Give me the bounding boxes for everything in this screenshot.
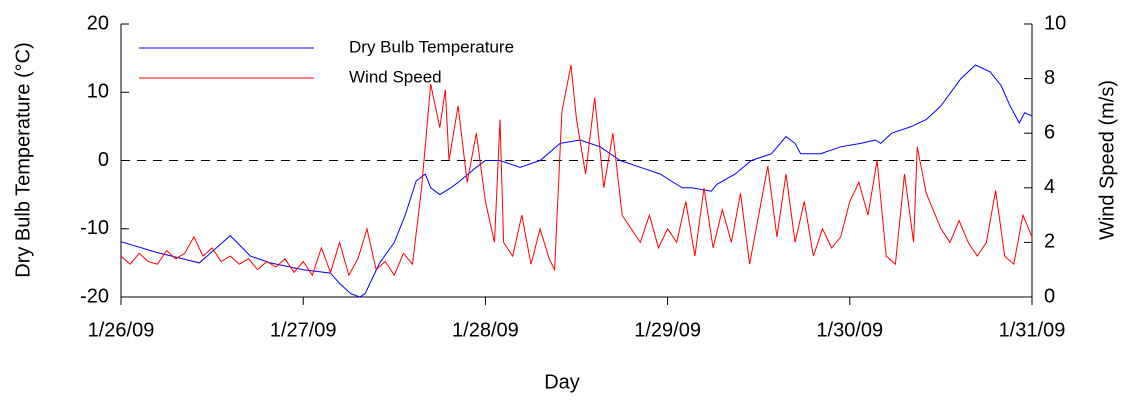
y2-tick-label: 0: [1044, 285, 1055, 307]
y2-tick-label: 2: [1044, 231, 1055, 253]
y-tick-label: 0: [98, 149, 109, 171]
x-axis-label: Day: [544, 371, 580, 393]
x-tick-label: 1/26/09: [88, 319, 155, 341]
x-tick-label: 1/31/09: [999, 319, 1066, 341]
y-axis-label: Dry Bulb Temperature (°C): [12, 42, 34, 277]
legend-label: Wind Speed: [349, 67, 442, 86]
series-line: [120, 64, 1033, 298]
y-tick-label: -10: [80, 217, 109, 239]
y-tick-label: -20: [80, 285, 109, 307]
y2-tick-label: 4: [1044, 176, 1055, 198]
x-tick-label: 1/27/09: [270, 319, 337, 341]
series-line: [120, 64, 1033, 277]
y-tick-label: 10: [87, 81, 109, 103]
y2-tick-label: 6: [1044, 121, 1055, 143]
y2-axis-label: Wind Speed (m/s): [1096, 80, 1118, 240]
x-tick-label: 1/30/09: [816, 319, 883, 341]
y2-tick-label: 10: [1044, 12, 1066, 34]
legend-label: Dry Bulb Temperature: [349, 37, 514, 56]
y-tick-label: 20: [87, 12, 109, 34]
x-tick-label: 1/29/09: [634, 319, 701, 341]
x-tick-label: 1/28/09: [452, 319, 519, 341]
y2-tick-label: 8: [1044, 67, 1055, 89]
